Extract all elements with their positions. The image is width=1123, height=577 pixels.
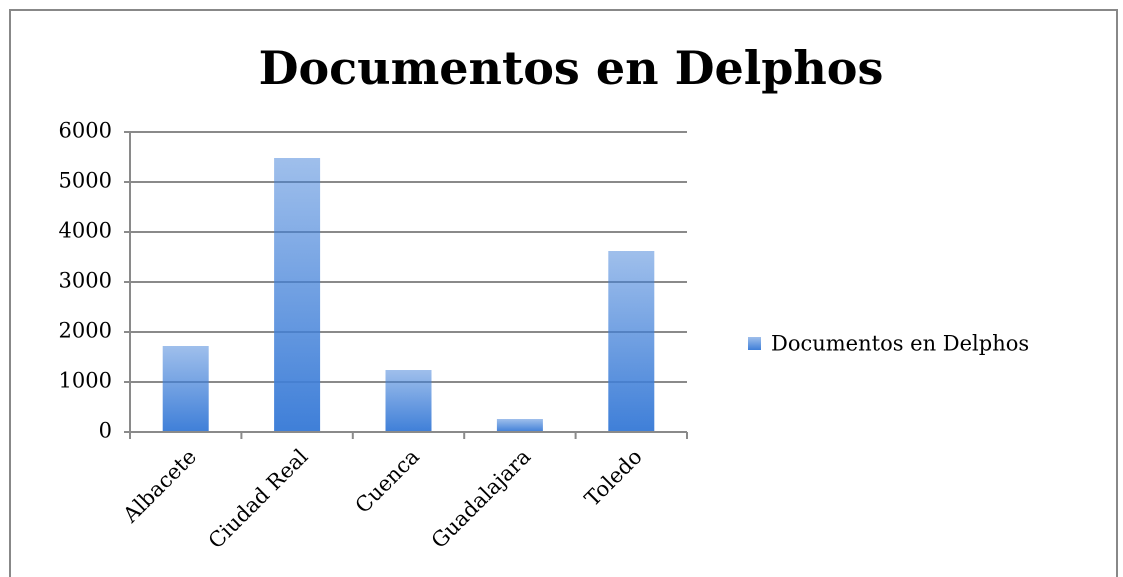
chart-title: Documentos en Delphos [259,41,884,95]
y-tick-label: 1000 [59,369,112,393]
legend-label: Documentos en Delphos [771,332,1029,356]
bar [608,251,655,432]
y-tick-label: 6000 [59,119,112,143]
y-tick-label: 5000 [59,169,112,193]
y-tick-label: 4000 [59,219,112,243]
y-tick-label: 0 [99,419,112,443]
bar [496,419,543,432]
y-tick-label: 3000 [59,269,112,293]
bar [162,346,209,432]
y-tick-label: 2000 [59,319,112,343]
chart-frame [9,9,1118,577]
bar [274,158,321,432]
legend-swatch [748,337,761,350]
bar [385,370,432,432]
